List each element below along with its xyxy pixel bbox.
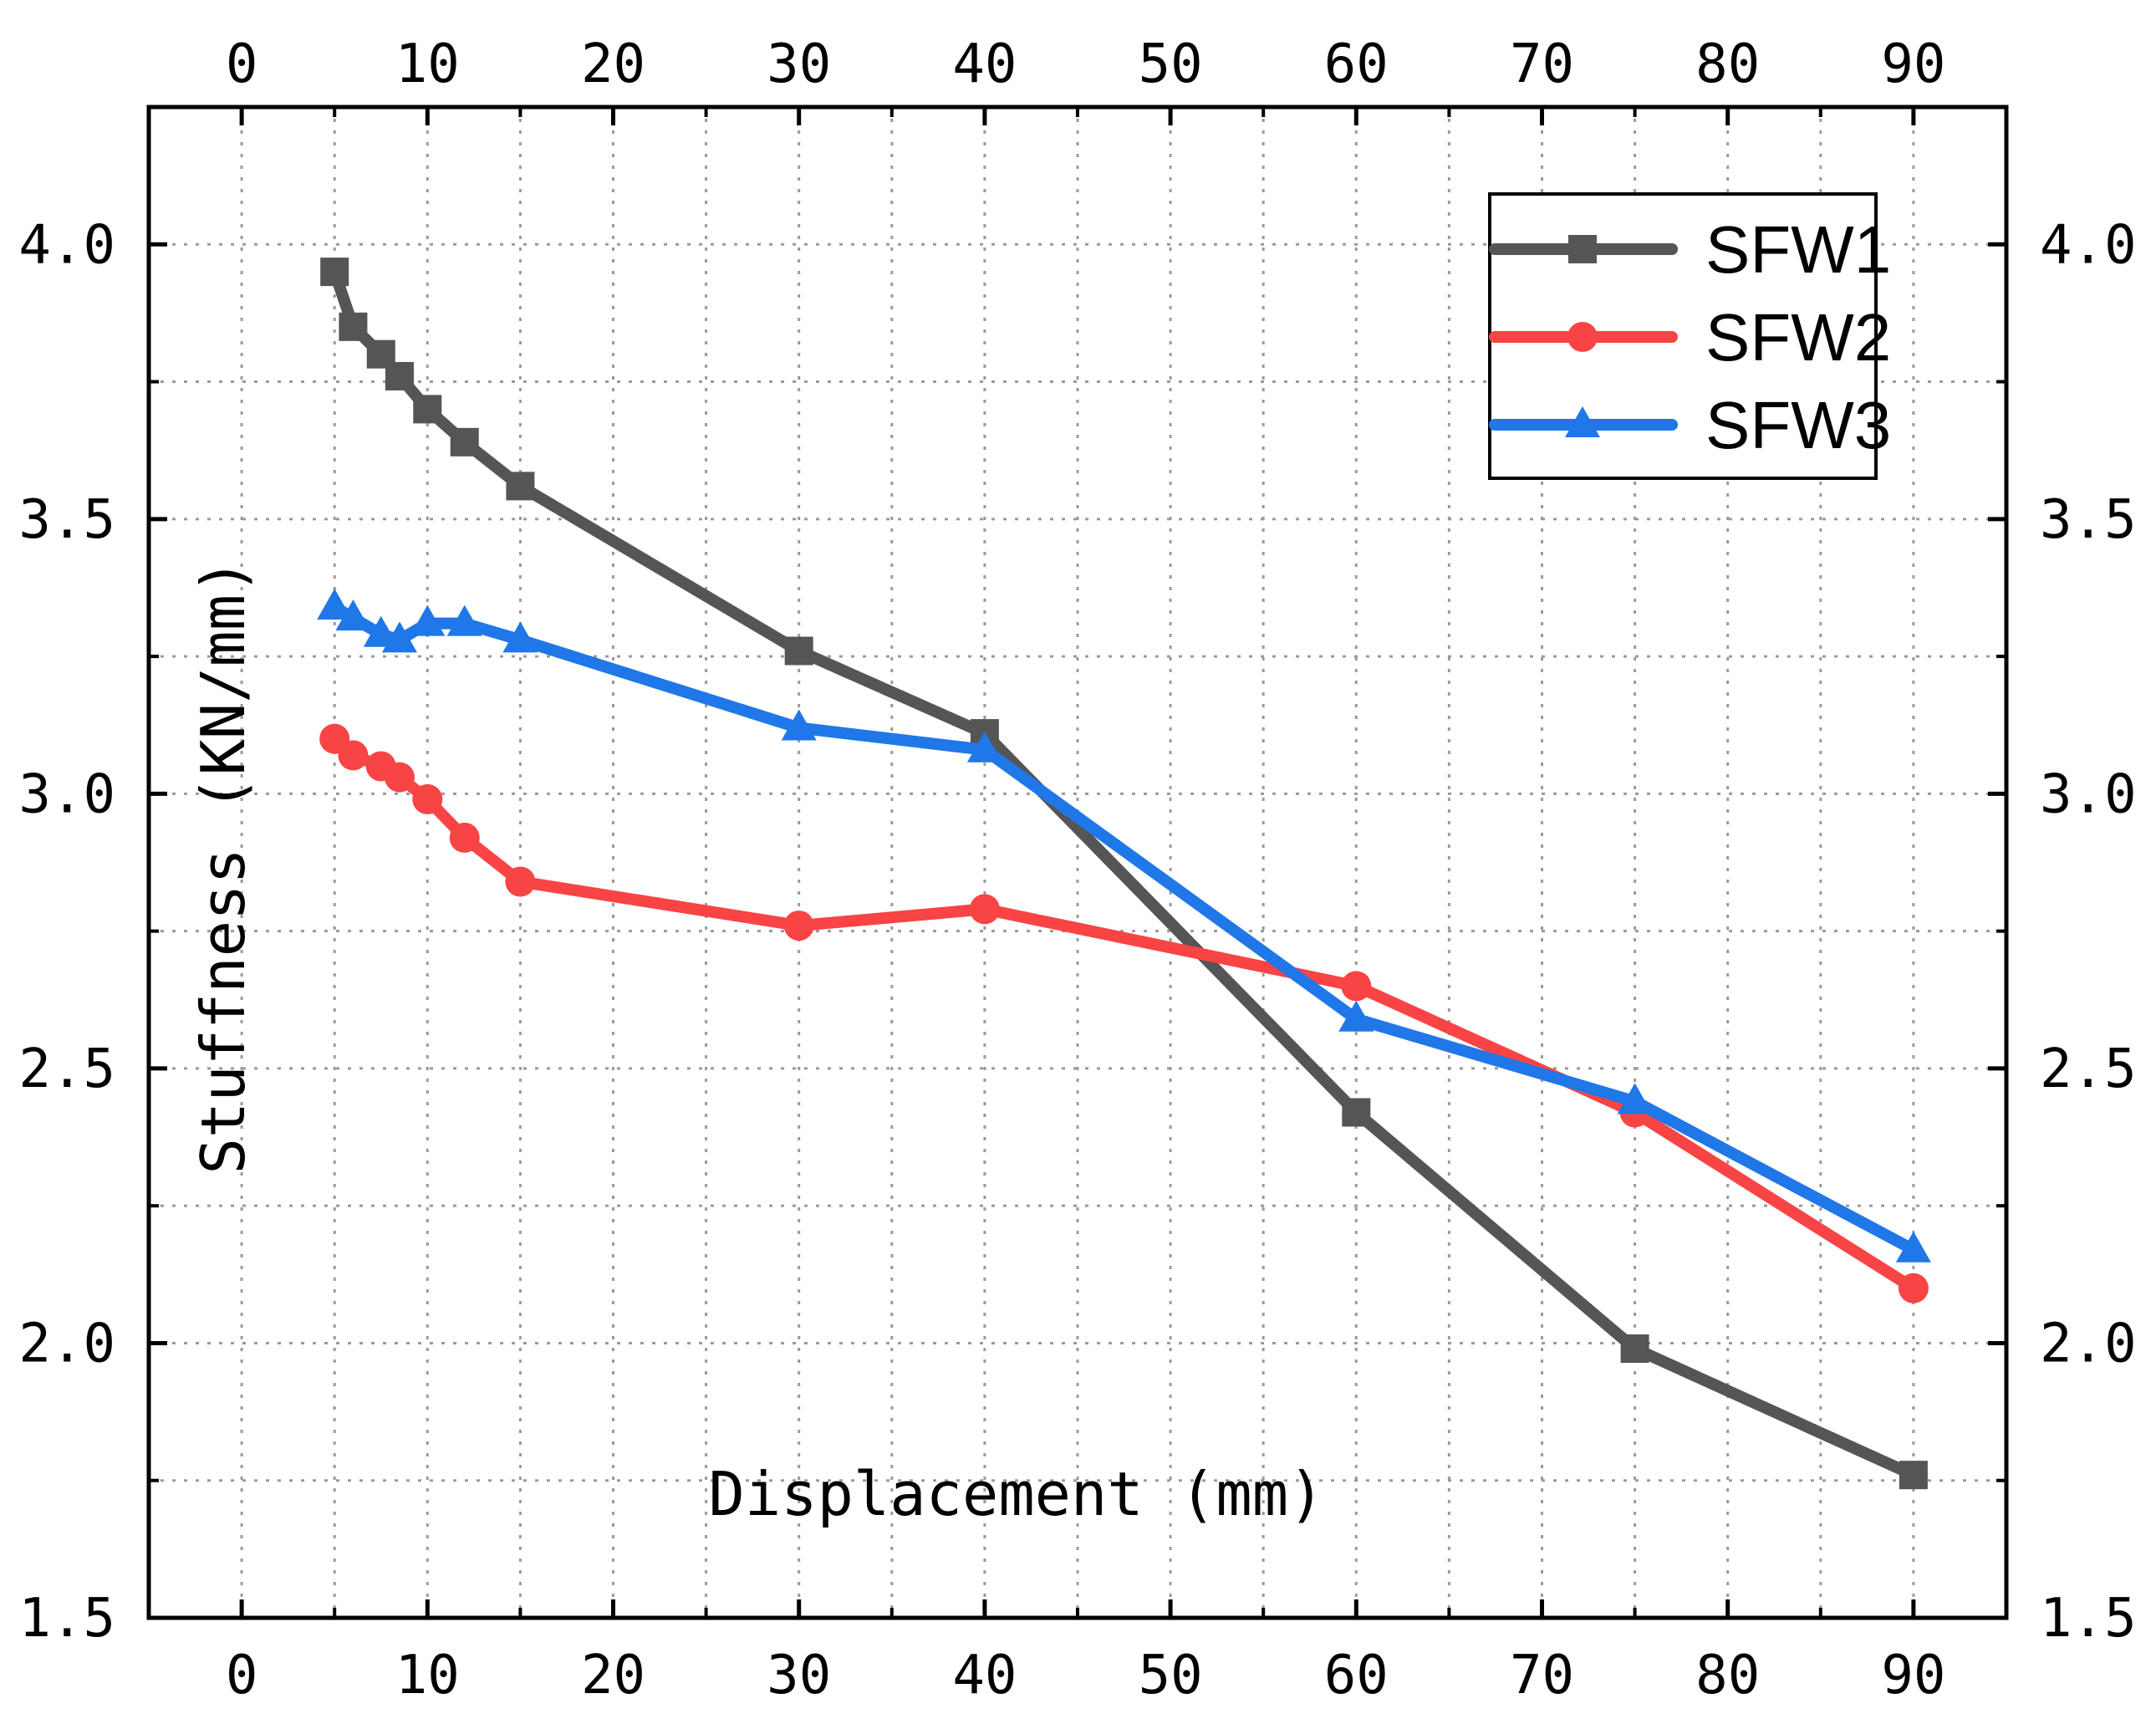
x-tick-label-bottom: 50 [1139, 1645, 1203, 1706]
x-tick-label-top: 80 [1695, 33, 1760, 95]
y-axis-title: Stuffness (KN/mm) [188, 559, 258, 1175]
y-tick-label-right: 2.0 [2040, 1313, 2137, 1375]
y-tick-label-right: 3.5 [2040, 489, 2137, 551]
legend: SFW1 SFW2 SFW3 [1488, 192, 1891, 480]
data-point-sfw1 [450, 427, 479, 457]
series-line-sfw3 [329, 600, 1919, 1256]
data-point-sfw2 [969, 894, 1000, 925]
x-tick-label-bottom: 90 [1881, 1645, 1945, 1706]
data-point-sfw1 [1899, 1461, 1928, 1490]
x-tick-label-bottom: 0 [226, 1645, 258, 1706]
x-tick-label-bottom: 60 [1324, 1645, 1389, 1706]
data-point-sfw1 [385, 361, 414, 390]
data-point-sfw2 [1898, 1273, 1929, 1303]
data-point-sfw3 [1617, 1083, 1653, 1115]
series-sfw3 [317, 588, 1931, 1262]
x-tick-label-bottom: 20 [581, 1645, 645, 1706]
axis-ticks: 0 0 10 10 20 20 30 30 40 40 50 50 60 60 70 70 80 80 90 90 1.… [18, 33, 2136, 1706]
x-tick-label-bottom: 70 [1510, 1645, 1574, 1706]
data-point-sfw2 [449, 822, 480, 853]
x-tick-label-top: 70 [1510, 33, 1574, 95]
data-point-sfw2 [412, 783, 443, 814]
x-tick-label-top: 40 [952, 33, 1017, 95]
y-tick-label-right: 1.5 [2040, 1588, 2137, 1650]
y-tick-label-left: 1.5 [18, 1588, 115, 1650]
data-point-sfw1 [413, 395, 442, 424]
y-tick-label-right: 4.0 [2040, 214, 2137, 276]
legend-marker-sfw2 [1567, 322, 1598, 352]
y-tick-label-right: 2.5 [2040, 1038, 2137, 1100]
x-tick-label-top: 30 [767, 33, 831, 95]
data-point-sfw3 [446, 604, 482, 636]
legend-label-sfw1: SFW1 [1705, 212, 1891, 287]
x-tick-label-bottom: 80 [1695, 1645, 1760, 1706]
y-tick-label-right: 3.0 [2040, 763, 2137, 825]
data-point-sfw1 [1620, 1334, 1649, 1364]
data-point-sfw1 [320, 258, 349, 287]
y-tick-label-left: 3.5 [18, 489, 115, 551]
x-tick-label-top: 0 [226, 33, 258, 95]
x-tick-label-top: 50 [1139, 33, 1203, 95]
data-point-sfw3 [781, 709, 817, 741]
data-point-sfw1 [339, 312, 368, 341]
x-tick-label-top: 90 [1881, 33, 1945, 95]
data-point-sfw2 [1341, 971, 1372, 1002]
x-axis-title: Displacement (mm) [709, 1459, 1325, 1529]
data-point-sfw1 [506, 472, 535, 501]
data-point-sfw3 [966, 731, 1002, 763]
y-tick-label-left: 2.0 [18, 1313, 115, 1375]
data-point-sfw2 [505, 866, 536, 897]
data-point-sfw3 [1895, 1231, 1931, 1262]
series [317, 258, 1931, 1490]
data-point-sfw2 [783, 911, 814, 941]
legend-label-sfw2: SFW2 [1705, 300, 1891, 375]
x-tick-label-top: 20 [581, 33, 645, 95]
x-tick-label-bottom: 10 [395, 1645, 460, 1706]
y-tick-label-left: 4.0 [18, 214, 115, 276]
x-tick-label-bottom: 30 [767, 1645, 831, 1706]
series-sfw2 [319, 723, 1929, 1303]
x-tick-label-top: 10 [395, 33, 460, 95]
data-point-sfw1 [784, 636, 813, 666]
data-point-sfw2 [384, 762, 415, 793]
data-point-sfw3 [317, 588, 353, 620]
data-point-sfw3 [1338, 1000, 1374, 1032]
data-point-sfw3 [335, 599, 371, 631]
legend-label-sfw3: SFW3 [1705, 388, 1891, 462]
data-point-sfw1 [1342, 1098, 1371, 1127]
legend-marker-sfw1 [1568, 235, 1597, 263]
data-point-sfw3 [502, 621, 538, 653]
series-sfw1 [320, 258, 1928, 1490]
y-tick-label-left: 2.5 [18, 1038, 115, 1100]
data-point-sfw2 [338, 740, 369, 771]
x-tick-label-bottom: 40 [952, 1645, 1017, 1706]
y-tick-label-left: 3.0 [18, 763, 115, 825]
x-tick-label-top: 60 [1324, 33, 1389, 95]
data-point-sfw3 [381, 621, 417, 653]
data-point-sfw3 [410, 604, 446, 636]
legend-marker-sfw3 [1565, 406, 1600, 437]
